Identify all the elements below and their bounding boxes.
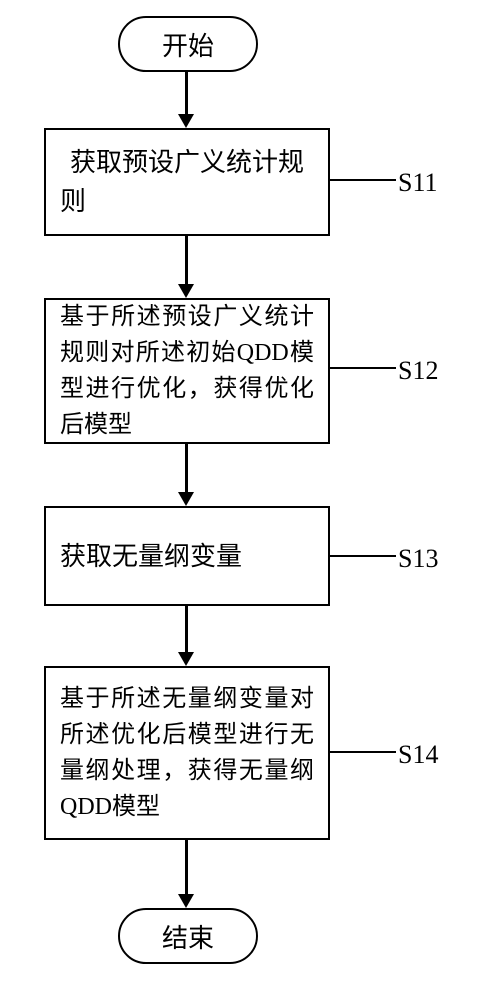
process-s13: 获取无量纲变量 (44, 506, 330, 606)
process-s12: 基于所述预设广义统计规则对所述初始QDD模型进行优化，获得优化后模型 (44, 298, 330, 444)
label-s14: S14 (398, 740, 438, 770)
arrow-s12-s13 (185, 444, 188, 494)
arrow-s14-end (185, 840, 188, 896)
process-s12-text: 基于所述预设广义统计规则对所述初始QDD模型进行优化，获得优化后模型 (60, 299, 314, 443)
label-s11: S11 (398, 168, 438, 198)
connector-s11 (330, 179, 396, 181)
process-s14-text: 基于所述无量纲变量对所述优化后模型进行无量纲处理，获得无量纲QDD模型 (60, 681, 314, 825)
process-s13-text: 获取无量纲变量 (60, 537, 314, 576)
connector-s14 (330, 751, 396, 753)
arrowhead-s12-s13 (178, 492, 194, 506)
process-s11: 获取预设广义统计规则 (44, 128, 330, 236)
process-s11-text: 获取预设广义统计规则 (60, 143, 314, 221)
start-text: 开始 (162, 26, 214, 63)
end-text: 结束 (162, 918, 214, 955)
connector-s13 (330, 555, 396, 557)
start-node: 开始 (118, 16, 258, 72)
arrowhead-s13-s14 (178, 652, 194, 666)
process-s14: 基于所述无量纲变量对所述优化后模型进行无量纲处理，获得无量纲QDD模型 (44, 666, 330, 840)
arrowhead-start-s11 (178, 114, 194, 128)
arrowhead-s14-end (178, 894, 194, 908)
end-node: 结束 (118, 908, 258, 964)
connector-s12 (330, 367, 396, 369)
label-s13: S13 (398, 544, 438, 574)
label-s12: S12 (398, 356, 438, 386)
arrow-s13-s14 (185, 606, 188, 654)
arrowhead-s11-s12 (178, 284, 194, 298)
arrow-start-s11 (185, 72, 188, 116)
flowchart-container: 开始 获取预设广义统计规则 S11 基于所述预设广义统计规则对所述初始QDD模型… (0, 0, 501, 1000)
arrow-s11-s12 (185, 236, 188, 286)
